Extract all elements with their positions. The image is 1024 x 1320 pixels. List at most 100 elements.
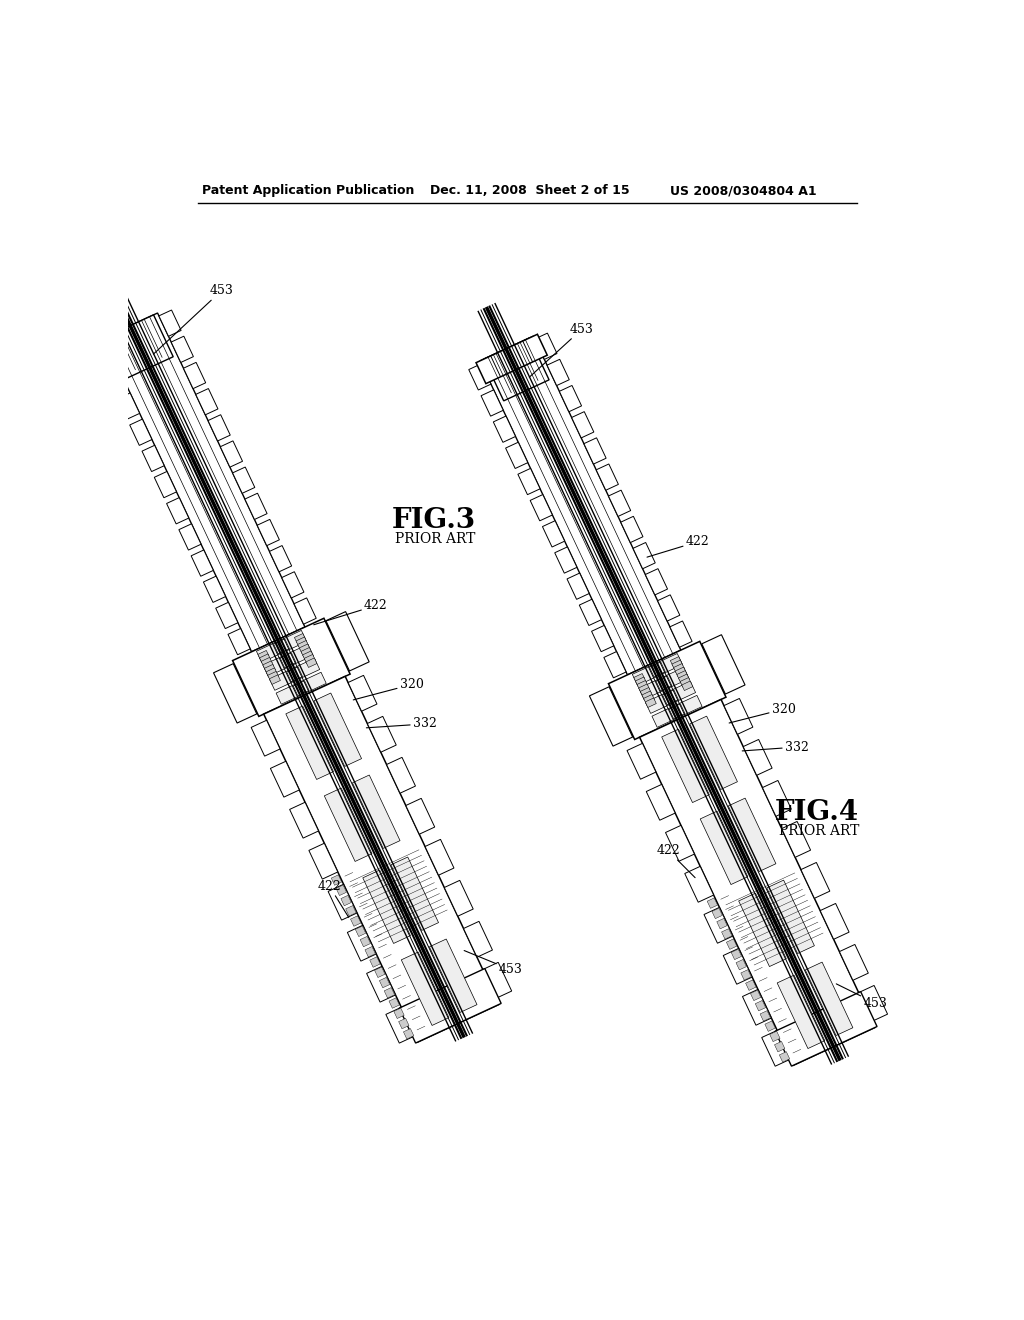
Polygon shape	[289, 644, 313, 665]
Polygon shape	[232, 618, 350, 717]
Polygon shape	[204, 576, 225, 602]
Polygon shape	[656, 676, 672, 690]
Polygon shape	[547, 359, 569, 385]
Polygon shape	[295, 634, 305, 643]
Polygon shape	[596, 463, 618, 490]
Polygon shape	[608, 490, 631, 516]
Polygon shape	[367, 966, 395, 1002]
Polygon shape	[494, 416, 515, 442]
Polygon shape	[269, 675, 281, 684]
Polygon shape	[652, 708, 677, 727]
Polygon shape	[389, 998, 399, 1008]
Polygon shape	[214, 664, 257, 723]
Polygon shape	[171, 337, 194, 363]
Polygon shape	[232, 467, 255, 494]
Polygon shape	[281, 653, 296, 668]
Polygon shape	[590, 686, 633, 746]
Polygon shape	[368, 717, 396, 752]
Text: 422: 422	[656, 845, 695, 878]
Polygon shape	[287, 667, 302, 682]
Polygon shape	[293, 681, 309, 696]
Polygon shape	[751, 990, 761, 1001]
Polygon shape	[481, 389, 503, 416]
Polygon shape	[775, 991, 877, 1067]
Polygon shape	[645, 693, 671, 713]
Polygon shape	[682, 681, 693, 690]
Polygon shape	[290, 803, 318, 838]
Text: Dec. 11, 2008  Sheet 2 of 15: Dec. 11, 2008 Sheet 2 of 15	[430, 185, 630, 197]
Polygon shape	[332, 875, 342, 886]
Polygon shape	[282, 572, 304, 598]
Polygon shape	[326, 611, 370, 671]
Polygon shape	[672, 660, 683, 669]
Polygon shape	[640, 700, 874, 1065]
Polygon shape	[379, 977, 390, 987]
Polygon shape	[425, 840, 454, 875]
Polygon shape	[777, 975, 824, 1048]
Text: 453: 453	[837, 983, 887, 1010]
Polygon shape	[286, 706, 334, 779]
Polygon shape	[723, 948, 753, 985]
Text: 453: 453	[464, 950, 523, 977]
Polygon shape	[801, 862, 829, 899]
Polygon shape	[350, 916, 360, 927]
Polygon shape	[632, 665, 657, 685]
Polygon shape	[464, 921, 493, 957]
Polygon shape	[257, 519, 280, 545]
Polygon shape	[341, 895, 351, 906]
Polygon shape	[360, 936, 371, 946]
Polygon shape	[220, 441, 243, 467]
Polygon shape	[261, 657, 272, 667]
Polygon shape	[109, 315, 173, 378]
Polygon shape	[394, 1008, 404, 1019]
Polygon shape	[675, 667, 686, 677]
Polygon shape	[482, 962, 512, 998]
Polygon shape	[245, 494, 267, 520]
Polygon shape	[859, 986, 888, 1022]
Polygon shape	[401, 952, 449, 1026]
Polygon shape	[191, 550, 213, 577]
Text: 453: 453	[154, 285, 233, 354]
Polygon shape	[636, 677, 646, 686]
Polygon shape	[666, 825, 694, 861]
Polygon shape	[820, 903, 849, 940]
Polygon shape	[571, 412, 594, 438]
Polygon shape	[93, 341, 115, 367]
Polygon shape	[774, 1041, 784, 1052]
Polygon shape	[216, 602, 238, 628]
Polygon shape	[639, 680, 664, 700]
Polygon shape	[352, 775, 400, 849]
Polygon shape	[717, 919, 727, 929]
Polygon shape	[726, 939, 737, 949]
Text: 332: 332	[742, 741, 809, 754]
Polygon shape	[685, 866, 714, 902]
Polygon shape	[760, 1011, 770, 1022]
Text: PRIOR ART: PRIOR ART	[394, 532, 475, 545]
Polygon shape	[805, 962, 853, 1035]
Polygon shape	[671, 656, 681, 667]
Polygon shape	[742, 990, 771, 1026]
Polygon shape	[309, 843, 338, 879]
Polygon shape	[608, 642, 726, 739]
Polygon shape	[269, 671, 295, 690]
Polygon shape	[530, 495, 552, 521]
Text: PRIOR ART: PRIOR ART	[779, 824, 859, 838]
Polygon shape	[736, 960, 746, 970]
Polygon shape	[269, 545, 292, 572]
Polygon shape	[298, 640, 309, 649]
Polygon shape	[584, 438, 606, 465]
Polygon shape	[406, 799, 435, 834]
Polygon shape	[362, 870, 411, 944]
Polygon shape	[273, 639, 290, 653]
Polygon shape	[646, 784, 675, 820]
Polygon shape	[303, 651, 313, 660]
Polygon shape	[559, 385, 582, 412]
Polygon shape	[645, 698, 656, 708]
Polygon shape	[756, 1001, 766, 1011]
Polygon shape	[228, 628, 250, 655]
Polygon shape	[763, 780, 792, 816]
Polygon shape	[633, 543, 655, 569]
Polygon shape	[740, 970, 752, 981]
Polygon shape	[670, 620, 692, 647]
Polygon shape	[639, 684, 650, 693]
